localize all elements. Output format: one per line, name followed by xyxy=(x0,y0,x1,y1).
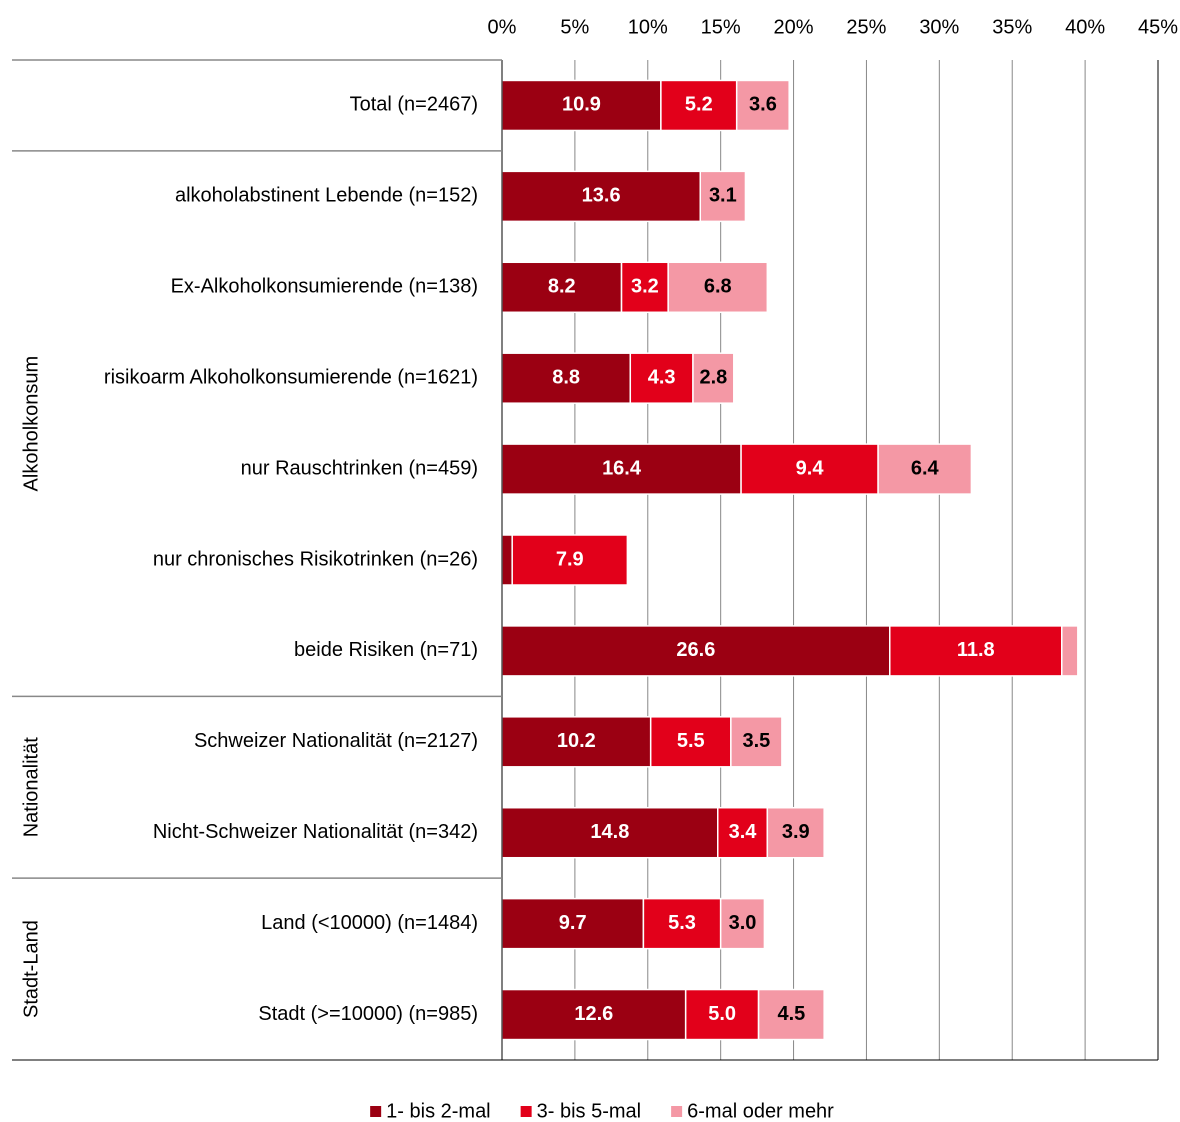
value-label: 6.8 xyxy=(704,276,732,298)
legend-swatch xyxy=(671,1106,683,1117)
value-label: 3.9 xyxy=(782,821,810,843)
bar-segment xyxy=(889,625,1063,677)
category-label: Schweizer Nationalität (n=2127) xyxy=(194,730,478,752)
value-label: 4.5 xyxy=(777,1003,805,1025)
value-label: 5.0 xyxy=(708,1003,736,1025)
bar-segment xyxy=(501,534,513,586)
value-label: 5.2 xyxy=(685,94,713,116)
legend-label: 6-mal oder mehr xyxy=(687,1100,834,1122)
value-label: 3.1 xyxy=(709,185,737,207)
value-label: 13.6 xyxy=(582,185,621,207)
bar-segment xyxy=(511,534,629,586)
value-label: 3.0 xyxy=(729,912,757,934)
value-label: 16.4 xyxy=(602,457,642,479)
value-label: 7.9 xyxy=(556,548,584,570)
value-label: 2.8 xyxy=(699,366,727,388)
bar-segment xyxy=(719,897,766,950)
value-label: 3.2 xyxy=(631,276,659,298)
bar-segment xyxy=(699,170,747,223)
legend-label: 1- bis 2-mal xyxy=(386,1100,490,1122)
value-label: 26.6 xyxy=(676,639,715,661)
value-label: 12.6 xyxy=(574,1003,613,1025)
x-tick-label: 25% xyxy=(846,16,886,38)
legend-swatch xyxy=(520,1106,532,1117)
category-label: Total (n=2467) xyxy=(350,94,478,116)
x-tick-label: 20% xyxy=(774,16,814,38)
value-label: 9.4 xyxy=(796,457,825,479)
value-label: 3.4 xyxy=(729,821,758,843)
bar-segment xyxy=(660,79,738,132)
bar-segment xyxy=(1061,625,1079,677)
legend-label: 3- bis 5-mal xyxy=(537,1100,641,1122)
bar-segment xyxy=(766,806,825,859)
bar-segment xyxy=(740,443,879,495)
value-label: 4.3 xyxy=(648,366,676,388)
bar-segment xyxy=(877,443,973,495)
category-label: Stadt (>=10000) (n=985) xyxy=(258,1003,478,1025)
x-tick-label: 30% xyxy=(919,16,959,38)
bar-segment xyxy=(501,988,687,1041)
value-label: 8.8 xyxy=(552,366,580,388)
value-label: 10.9 xyxy=(562,94,601,116)
category-label: alkoholabstinent Lebende (n=152) xyxy=(175,185,478,207)
category-label: nur chronisches Risikotrinken (n=26) xyxy=(153,548,478,570)
category-label: risikoarm Alkoholkonsumierende (n=1621) xyxy=(104,366,478,388)
bar-segment xyxy=(757,988,825,1041)
bar-segment xyxy=(730,716,783,768)
value-label: 11.8 xyxy=(957,639,995,661)
value-label: 14.8 xyxy=(590,821,629,843)
category-label: nur Rauschtrinken (n=459) xyxy=(241,457,478,479)
value-label: 10.2 xyxy=(557,730,596,752)
category-label: Land (<10000) (n=1484) xyxy=(261,912,478,934)
x-tick-label: 0% xyxy=(488,16,517,38)
group-label: Alkoholkonsum xyxy=(20,356,42,492)
value-label: 8.2 xyxy=(548,276,576,298)
x-tick-label: 35% xyxy=(992,16,1032,38)
bar-segment xyxy=(684,988,760,1041)
bar-segment xyxy=(692,352,735,404)
value-label: 5.5 xyxy=(677,730,705,752)
category-label: Ex-Alkoholkonsumierende (n=138) xyxy=(171,276,478,298)
group-label: Nationalität xyxy=(20,737,42,838)
x-tick-label: 15% xyxy=(701,16,741,38)
value-label: 6.4 xyxy=(911,457,940,479)
legend-swatch xyxy=(370,1106,382,1117)
bar-segment xyxy=(501,897,645,950)
x-tick-label: 5% xyxy=(560,16,589,38)
bar-segment xyxy=(501,806,719,859)
category-label: beide Risiken (n=71) xyxy=(294,639,478,661)
group-label: Stadt-Land xyxy=(20,920,42,1018)
value-label: 3.5 xyxy=(742,730,770,752)
bar-segment xyxy=(642,897,722,950)
bar-segment xyxy=(501,352,632,404)
bar-segment xyxy=(501,625,891,677)
value-label: 9.7 xyxy=(559,912,587,934)
bar-segment xyxy=(629,352,694,404)
bar-segment xyxy=(667,261,769,314)
category-label: Nicht-Schweizer Nationalität (n=342) xyxy=(153,821,478,843)
x-tick-label: 40% xyxy=(1065,16,1105,38)
bar-segment xyxy=(735,79,790,132)
x-tick-label: 10% xyxy=(628,16,668,38)
bar-segment xyxy=(501,716,652,768)
bar-segment xyxy=(501,443,742,495)
x-tick-label: 45% xyxy=(1138,16,1178,38)
bar-segment xyxy=(649,716,732,768)
value-label: 3.6 xyxy=(749,94,777,116)
bar-segment xyxy=(620,261,669,314)
value-label: 5.3 xyxy=(668,912,696,934)
